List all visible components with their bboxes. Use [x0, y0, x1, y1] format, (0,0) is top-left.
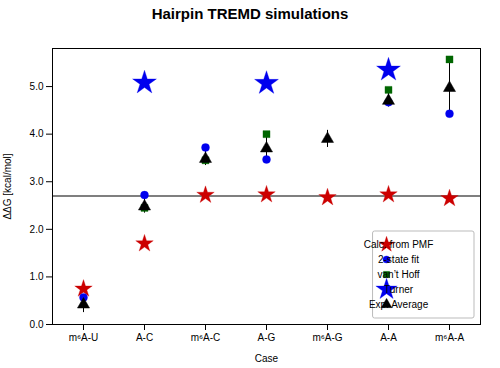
svg-text:m⁶A-U: m⁶A-U — [69, 332, 99, 343]
svg-text:0.0: 0.0 — [30, 319, 44, 330]
svg-text:A-G: A-G — [258, 332, 276, 343]
svg-text:2-state fit: 2-state fit — [378, 254, 419, 265]
svg-text:4.0: 4.0 — [30, 128, 44, 139]
svg-text:A-A: A-A — [380, 332, 397, 343]
html-text:Hairpin TREMD simulations: Hairpin TREMD simulations — [151, 5, 349, 22]
svg-text:A-C: A-C — [136, 332, 153, 343]
svg-text:Turner: Turner — [384, 284, 414, 295]
svg-text:1.0: 1.0 — [30, 271, 44, 282]
svg-text:ΔΔG [kcal/mol]: ΔΔG [kcal/mol] — [2, 153, 13, 219]
svg-text:m⁶A-C: m⁶A-C — [191, 332, 221, 343]
svg-text:3.0: 3.0 — [30, 176, 44, 187]
svg-text:m⁶A-A: m⁶A-A — [435, 332, 464, 343]
svg-text:Exp. Average: Exp. Average — [369, 299, 429, 310]
svg-text:van’t Hoff: van’t Hoff — [378, 269, 420, 280]
svg-text:m⁶A-G: m⁶A-G — [312, 332, 342, 343]
svg-text:Case: Case — [255, 353, 279, 364]
svg-text:2.0: 2.0 — [30, 224, 44, 235]
svg-text:5.0: 5.0 — [30, 81, 44, 92]
svg-text:Calc. from PMF: Calc. from PMF — [364, 239, 433, 250]
